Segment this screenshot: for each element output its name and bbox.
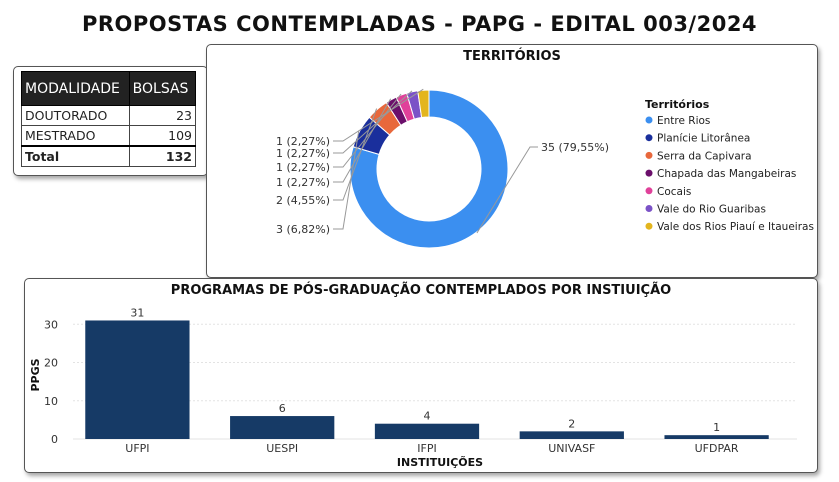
x-tick-label-univasf: UNIVASF (548, 442, 595, 455)
row-label-mestrado: MESTRADO (21, 125, 130, 147)
legend-item-serra-da-capivara: Serra da Capivara (657, 150, 752, 162)
leader-line-vale-dos-rios-piaui-e-itaueiras (333, 88, 424, 142)
legend-item-planicie-litoranea: Planície Litorânea (657, 133, 750, 145)
x-axis-label: INSTITUIÇÕES (397, 456, 483, 469)
modalidade-table-card: MODALIDADE BOLSAS DOUTORADO 23 MESTRADO … (13, 66, 208, 176)
instituicoes-chart-card: PROGRAMAS DE PÓS-GRADUAÇÃO CONTEMPLADOS … (24, 278, 818, 473)
legend-marker-vale-do-rio-guaribas (645, 205, 653, 212)
slice-label-planicie-litoranea: 3 (6,82%) (276, 223, 330, 236)
instituicoes-chart-title: PROGRAMAS DE PÓS-GRADUAÇÃO CONTEMPLADOS … (170, 283, 672, 298)
column-header-bolsas: BOLSAS (128, 71, 197, 106)
x-tick-label-ufdpar: UFDPAR (695, 442, 739, 455)
slice-label-cocais: 1 (2,27%) (276, 161, 330, 174)
territorios-donut-chart: 35 (79,55%)3 (6,82%)2 (4,55%)1 (2,27%)1 … (276, 88, 814, 249)
total-label: Total (21, 145, 130, 167)
bar-uespi (230, 416, 335, 439)
modalidade-table: MODALIDADE BOLSAS DOUTORADO 23 MESTRADO … (21, 71, 197, 167)
y-tick-label-10: 10 (44, 395, 58, 408)
table-total-row: Total 132 (21, 145, 197, 167)
territorios-chart-title: TERRITÓRIOS (463, 49, 561, 64)
row-label-doutorado: DOUTORADO (21, 105, 130, 126)
legend-marker-entre-rios (645, 116, 653, 124)
table-header-row: MODALIDADE BOLSAS (21, 71, 197, 106)
bar-univasf (519, 431, 624, 439)
donut-slice-entre-rios (349, 89, 509, 249)
leader-line-entre-rios (476, 146, 538, 234)
bar-ufdpar (664, 435, 769, 439)
slice-label-vale-do-rio-guaribas: 1 (2,27%) (276, 147, 330, 160)
row-value-doutorado: 23 (128, 105, 197, 126)
slice-label-entre-rios: 35 (79,55%) (541, 141, 609, 154)
legend-marker-serra-da-capivara (645, 151, 653, 159)
legend-marker-vale-dos-rios-piaui-e-itaueiras (645, 222, 653, 230)
table-row: MESTRADO 109 (21, 125, 197, 147)
y-axis-label: PPGS (29, 358, 42, 391)
legend-title: Territórios (645, 98, 710, 111)
bar-ifpi (374, 423, 480, 439)
column-header-modalidade: MODALIDADE (21, 71, 130, 106)
slice-label-serra-da-capivara: 2 (4,55%) (276, 194, 330, 207)
bar-ufpi (85, 320, 190, 439)
table-row: DOUTORADO 23 (21, 105, 197, 126)
slice-label-chapada-das-mangabeiras: 1 (2,27%) (276, 176, 330, 189)
legend-item-chapada-das-mangabeiras: Chapada das Mangabeiras (657, 168, 796, 180)
territorios-chart-card: TERRITÓRIOS 35 (79,55%) 3 (6,82%) 2 (4,55%… (206, 44, 818, 278)
y-tick-label-30: 30 (44, 318, 58, 331)
bar-value-label-univasf: 2 (568, 417, 575, 430)
total-value: 132 (128, 145, 197, 167)
bar-value-label-uespi: 6 (279, 402, 286, 415)
legend-item-cocais: Cocais (657, 186, 691, 198)
legend-item-entre-rios: Entre Rios (657, 115, 710, 127)
instituicoes-bar-chart: 0 10 20 30 31 UFPI 6 UESPI 4 IFPI 2 UNIVASF 1 UFDPAR I… (29, 306, 797, 469)
y-tick-label-0: 0 (51, 433, 58, 446)
bar-value-label-ifpi: 4 (424, 410, 431, 423)
page-title: PROPOSTAS CONTEMPLADAS - PAPG - EDITAL 0… (81, 12, 758, 36)
x-tick-label-ufpi: UFPI (125, 442, 149, 455)
legend-item-vale-dos-rios-piaui-e-itaueiras: Vale dos Rios Piauí e Itaueiras (657, 221, 814, 233)
bar-value-label-ufpi: 31 (130, 306, 144, 319)
legend-marker-chapada-das-mangabeiras (645, 169, 653, 177)
bar-value-label-ufdpar: 1 (713, 421, 720, 434)
legend-marker-planicie-litoranea (645, 134, 653, 142)
x-tick-label-ifpi: IFPI (417, 442, 436, 455)
y-tick-label-20: 20 (44, 357, 58, 370)
x-tick-label-uespi: UESPI (266, 442, 298, 455)
slice-label-vale-dos-rios-piaui-e-itaueiras: 1 (2,27%) (276, 135, 330, 148)
row-value-mestrado: 109 (128, 125, 197, 147)
legend-item-vale-do-rio-guaribas: Vale do Rio Guaribas (657, 204, 766, 216)
legend-marker-cocais (645, 187, 653, 195)
